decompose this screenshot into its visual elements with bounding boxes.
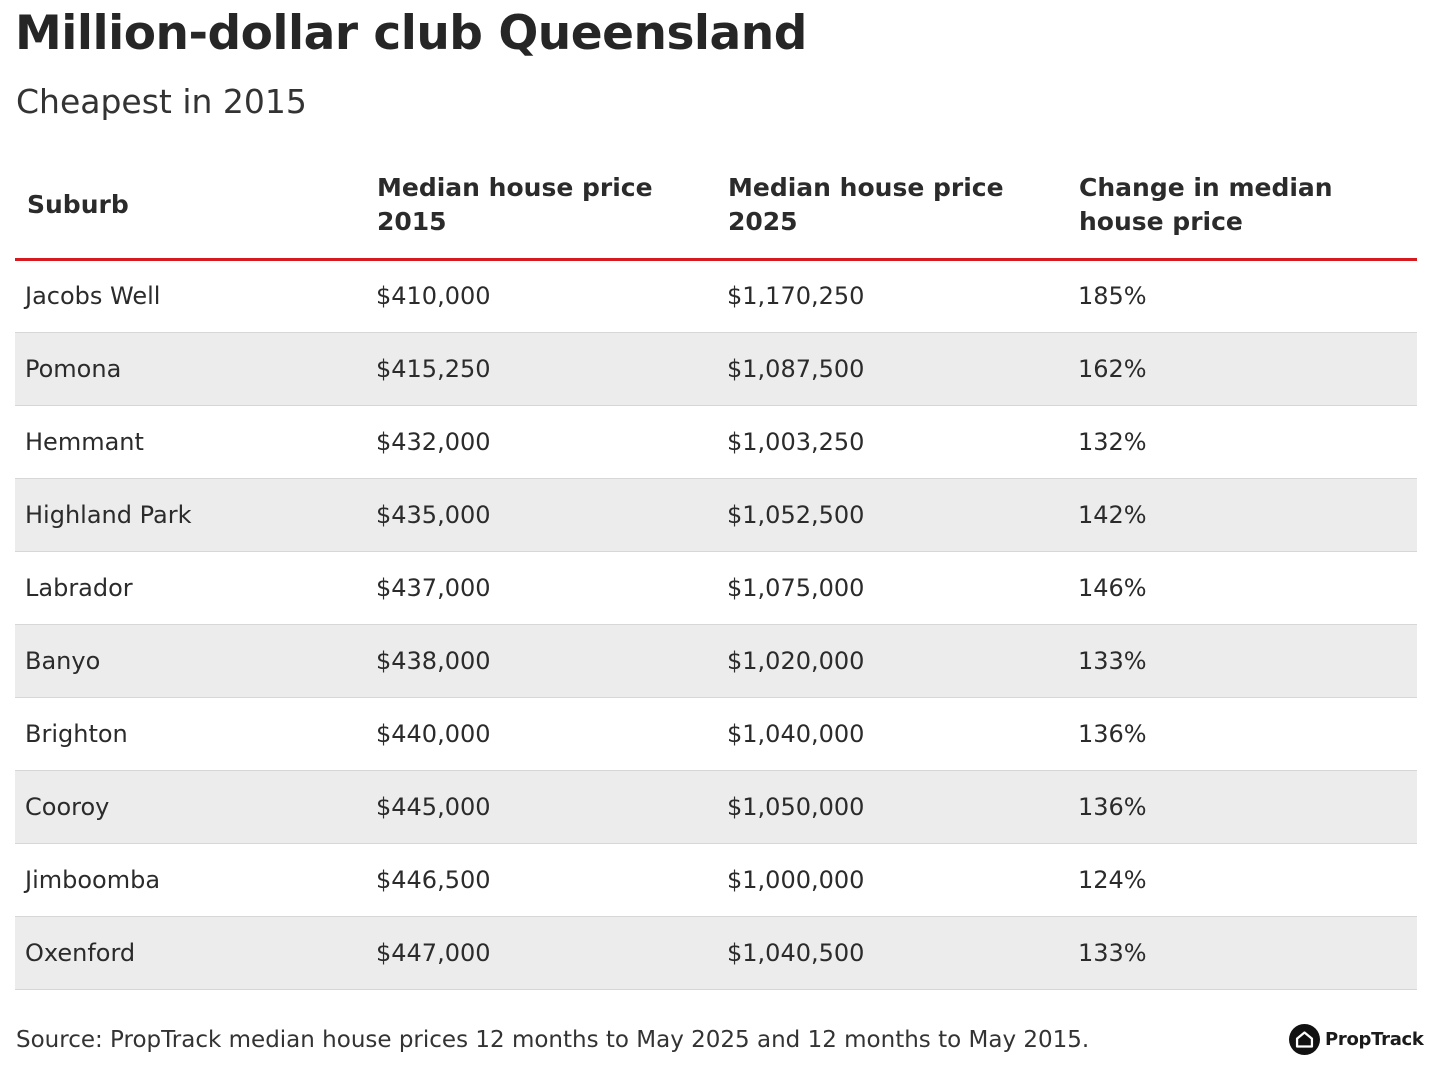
cell-change: 132% — [1068, 405, 1417, 479]
column-header-price-2025: Median house price 2025 — [717, 152, 1068, 261]
cell-suburb: Jimboomba — [15, 843, 366, 917]
chart-subtitle: Cheapest in 2015 — [16, 82, 307, 121]
cell-suburb: Hemmant — [15, 405, 366, 479]
cell-change: 133% — [1068, 916, 1417, 990]
price-table-container: Suburb Median house price 2015 Median ho… — [15, 152, 1417, 990]
cell-change: 124% — [1068, 843, 1417, 917]
table-row: Jacobs Well $410,000 $1,170,250 185% — [15, 259, 1417, 333]
cell-price-2025: $1,000,000 — [717, 843, 1068, 917]
cell-change: 133% — [1068, 624, 1417, 698]
cell-price-2025: $1,020,000 — [717, 624, 1068, 698]
cell-change: 142% — [1068, 478, 1417, 552]
cell-suburb: Labrador — [15, 551, 366, 625]
cell-price-2025: $1,040,500 — [717, 916, 1068, 990]
cell-change: 185% — [1068, 259, 1417, 333]
cell-suburb: Brighton — [15, 697, 366, 771]
cell-suburb: Oxenford — [15, 916, 366, 990]
cell-price-2015: $435,000 — [366, 478, 717, 552]
house-icon — [1289, 1023, 1320, 1055]
table-body: Jacobs Well $410,000 $1,170,250 185% Pomona $… — [15, 259, 1417, 990]
cell-price-2025: $1,050,000 — [717, 770, 1068, 844]
table-row: Brighton $440,000 $1,040,000 136% — [15, 697, 1417, 771]
column-header-change: Change in median house price — [1068, 152, 1417, 261]
table-row: Pomona $415,250 $1,087,500 162% — [15, 332, 1417, 406]
logo-wordmark: PropTrack — [1325, 1028, 1424, 1050]
table-row: Highland Park $435,000 $1,052,500 142% — [15, 478, 1417, 552]
cell-price-2015: $415,250 — [366, 332, 717, 406]
cell-price-2025: $1,052,500 — [717, 478, 1068, 552]
cell-change: 146% — [1068, 551, 1417, 625]
cell-price-2025: $1,040,000 — [717, 697, 1068, 771]
cell-price-2015: $445,000 — [366, 770, 717, 844]
column-header-suburb: Suburb — [15, 152, 366, 261]
table-header: Suburb Median house price 2015 Median ho… — [15, 152, 1417, 261]
table-row: Hemmant $432,000 $1,003,250 132% — [15, 405, 1417, 479]
cell-change: 136% — [1068, 770, 1417, 844]
column-header-price-2015: Median house price 2015 — [366, 152, 717, 261]
cell-suburb: Cooroy — [15, 770, 366, 844]
chart-title: Million-dollar club Queensland — [15, 6, 807, 61]
cell-change: 162% — [1068, 332, 1417, 406]
cell-price-2015: $410,000 — [366, 259, 717, 333]
cell-price-2025: $1,075,000 — [717, 551, 1068, 625]
table-row: Cooroy $445,000 $1,050,000 136% — [15, 770, 1417, 844]
cell-price-2015: $437,000 — [366, 551, 717, 625]
cell-price-2015: $446,500 — [366, 843, 717, 917]
cell-price-2015: $440,000 — [366, 697, 717, 771]
cell-suburb: Jacobs Well — [15, 259, 366, 333]
table-row: Oxenford $447,000 $1,040,500 133% — [15, 916, 1417, 990]
cell-price-2025: $1,003,250 — [717, 405, 1068, 479]
header-row: Suburb Median house price 2015 Median ho… — [15, 152, 1417, 261]
cell-suburb: Highland Park — [15, 478, 366, 552]
cell-suburb: Banyo — [15, 624, 366, 698]
cell-change: 136% — [1068, 697, 1417, 771]
table-row: Jimboomba $446,500 $1,000,000 124% — [15, 843, 1417, 917]
cell-suburb: Pomona — [15, 332, 366, 406]
cell-price-2015: $447,000 — [366, 916, 717, 990]
table-row: Labrador $437,000 $1,075,000 146% — [15, 551, 1417, 625]
table-row: Banyo $438,000 $1,020,000 133% — [15, 624, 1417, 698]
cell-price-2015: $432,000 — [366, 405, 717, 479]
cell-price-2015: $438,000 — [366, 624, 717, 698]
cell-price-2025: $1,087,500 — [717, 332, 1068, 406]
price-table: Suburb Median house price 2015 Median ho… — [15, 152, 1417, 990]
source-note: Source: PropTrack median house prices 12… — [16, 1027, 1090, 1053]
cell-price-2025: $1,170,250 — [717, 259, 1068, 333]
proptrack-logo: PropTrack — [1289, 1023, 1424, 1055]
